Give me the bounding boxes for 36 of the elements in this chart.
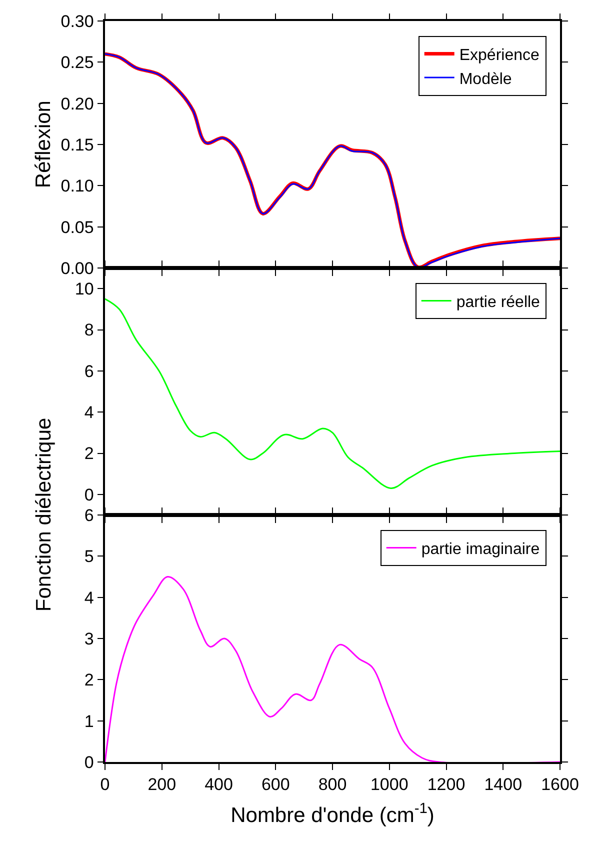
y-tick-label: 2 xyxy=(84,444,94,464)
y-tick-label: 8 xyxy=(84,320,94,340)
y-tick-label: 0.10 xyxy=(60,176,94,196)
x-tick-label: 1600 xyxy=(541,775,579,794)
y-tick-label: 2 xyxy=(84,670,94,690)
y-tick-label: 0 xyxy=(84,752,94,772)
x-tick-label: 600 xyxy=(261,775,290,794)
x-tick-label: 1200 xyxy=(427,775,466,794)
y-tick-label: 4 xyxy=(84,588,94,608)
y-tick-label: 0.30 xyxy=(60,12,94,31)
y-tick-label: 6 xyxy=(84,362,94,381)
y-tick-label: 6 xyxy=(84,506,94,525)
legend-label: partie imaginaire xyxy=(421,540,540,558)
y-tick-label: 4 xyxy=(84,403,94,422)
x-tick-label: 1400 xyxy=(484,775,522,794)
y-tick-label: 3 xyxy=(84,629,94,648)
x-tick-label: 400 xyxy=(204,775,233,794)
y-axis-title: Réflexion xyxy=(32,100,56,188)
y-tick-label: 0.25 xyxy=(60,53,94,72)
legend-label: Expérience xyxy=(459,46,540,64)
x-tick-label: 800 xyxy=(318,775,347,794)
x-tick-label: 200 xyxy=(148,775,176,794)
x-tick-label: 1000 xyxy=(370,775,408,794)
y-tick-label: 0.15 xyxy=(60,135,94,154)
y-tick-label: 10 xyxy=(74,280,94,299)
x-tick-label: 0 xyxy=(100,775,110,794)
y-tick-label: 1 xyxy=(84,712,94,731)
y-axis-title: Fonction diélectrique xyxy=(32,418,56,612)
legend-label: partie réelle xyxy=(456,294,540,311)
y-tick-label: 0 xyxy=(84,485,94,504)
y-tick-label: 0.05 xyxy=(60,218,94,237)
y-tick-label: 0.00 xyxy=(60,258,94,278)
y-tick-label: 0.20 xyxy=(60,94,94,114)
legend-label: Modèle xyxy=(459,70,512,88)
x-axis-title: Nombre d'onde (cm$^{-1}$) xyxy=(230,801,434,827)
y-tick-label: 5 xyxy=(84,547,94,566)
